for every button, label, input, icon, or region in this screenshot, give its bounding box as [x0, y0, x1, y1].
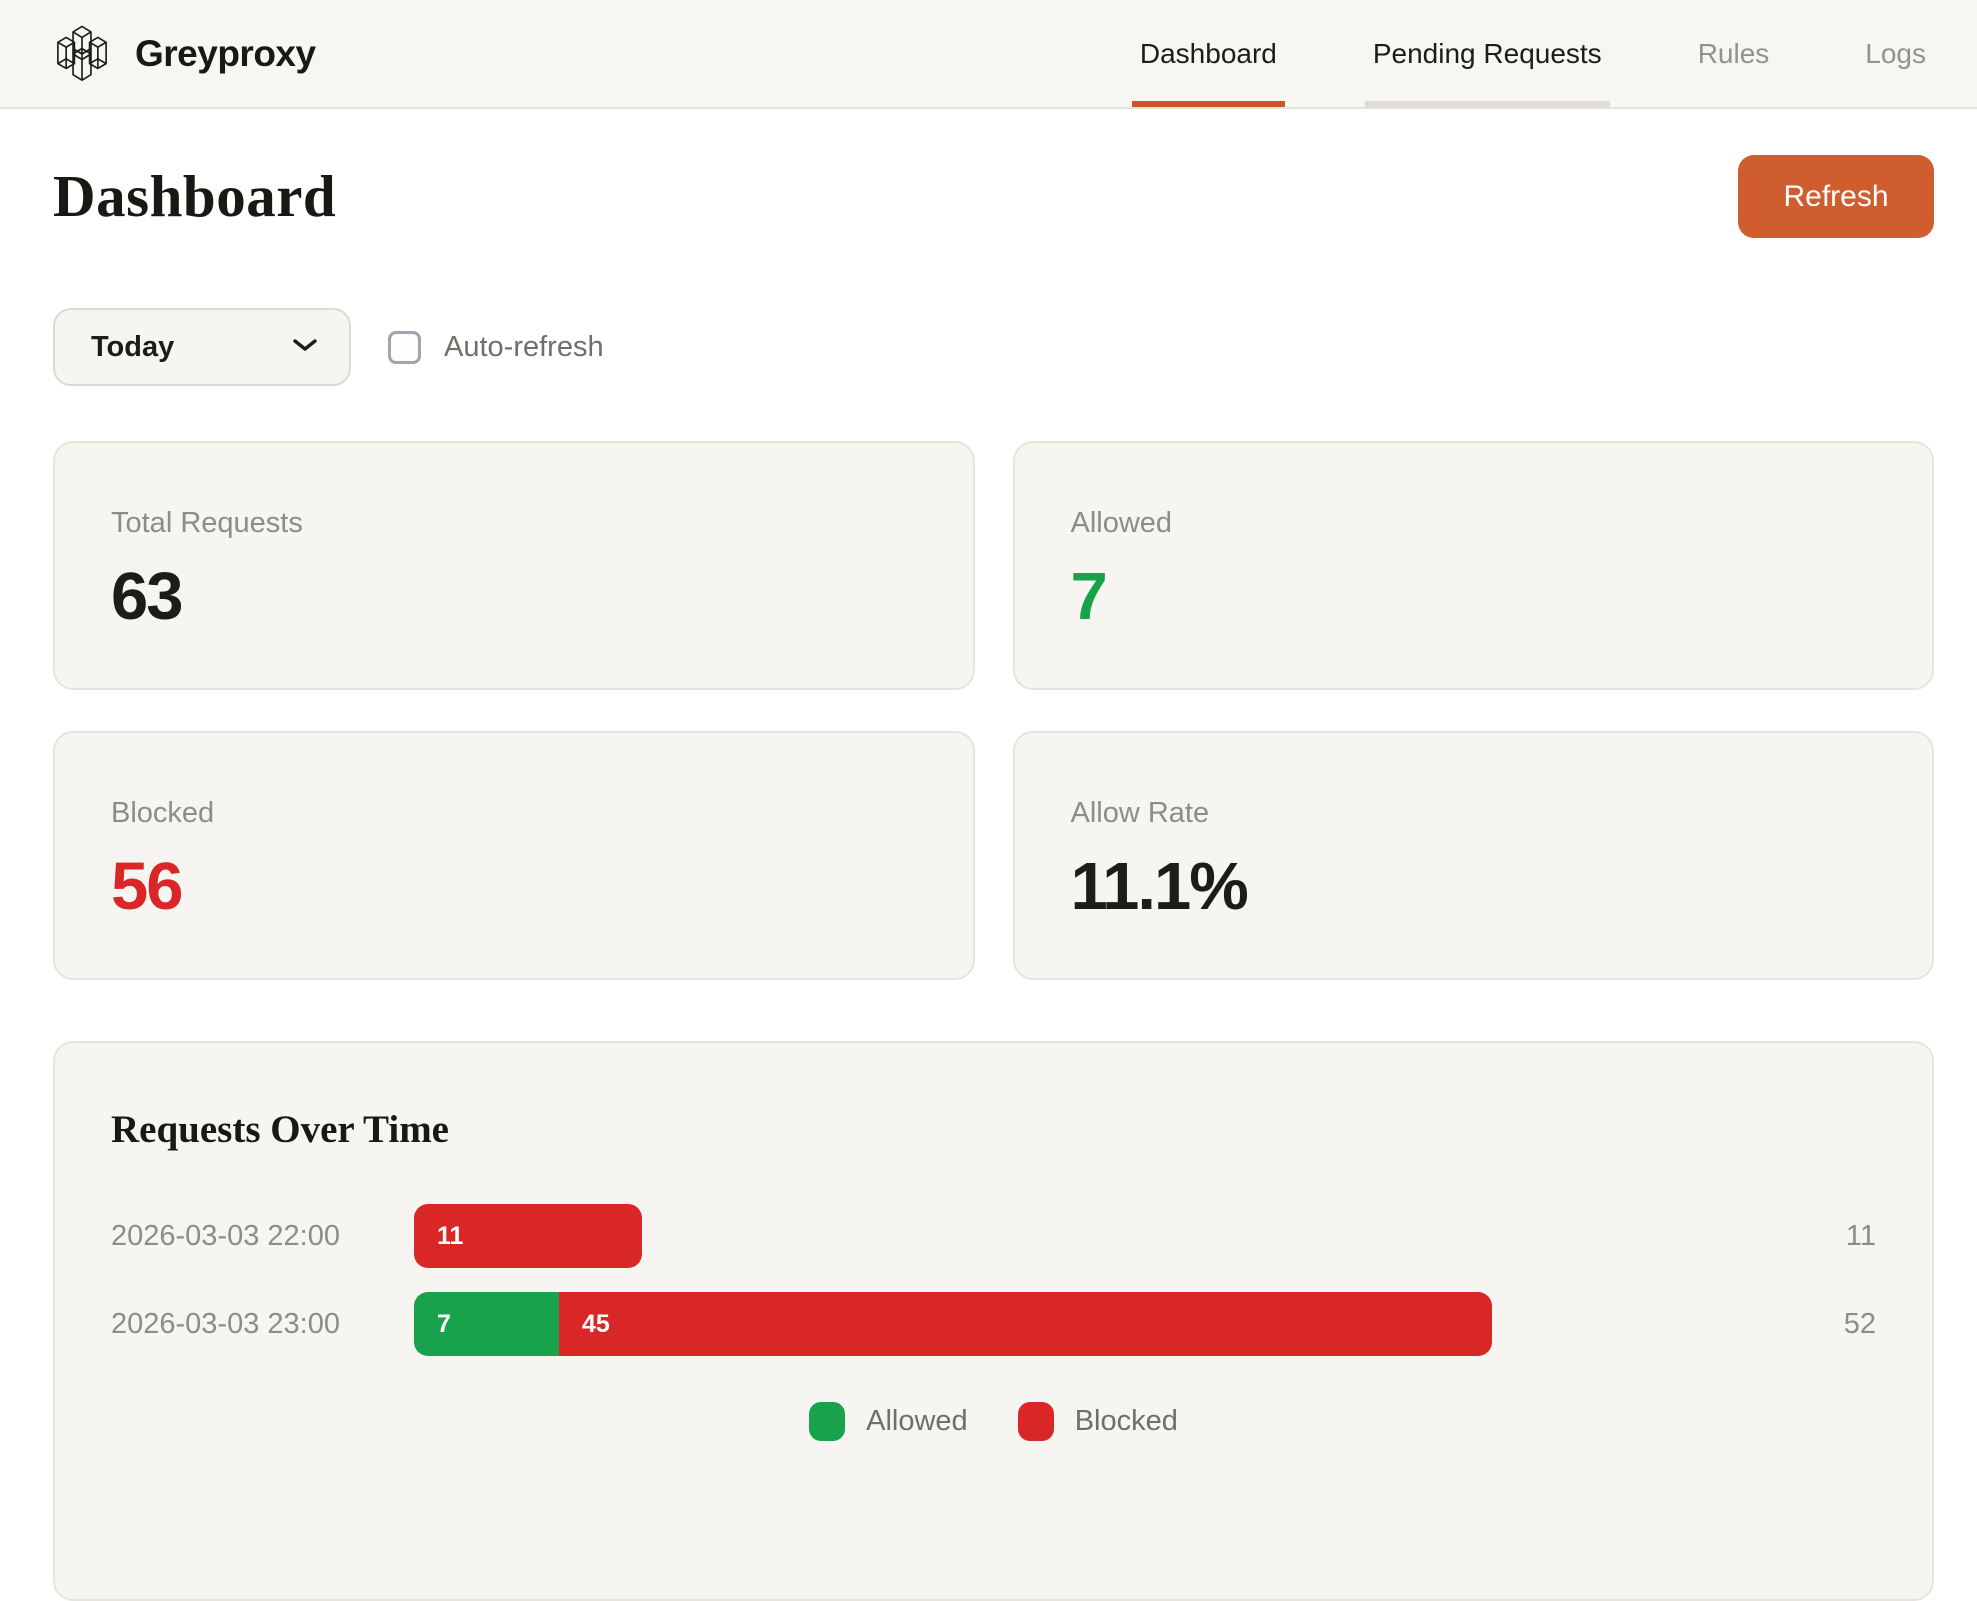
brand-logo-icon [51, 16, 113, 92]
stat-label: Blocked [111, 797, 215, 829]
time-range-selected-value: Today [91, 330, 175, 363]
legend-item-blocked: Blocked [1017, 1402, 1178, 1441]
chart-row-bars: 7 45 [414, 1292, 1814, 1356]
stat-value: 63 [111, 559, 184, 634]
stat-card-allowed: Allowed 7 [1012, 441, 1934, 690]
stat-card-blocked: Blocked 56 [53, 731, 975, 980]
stacked-bar-chart: 2026-03-03 22:00 11 11 2026-03-03 23:00 7 45 5… [111, 1204, 1876, 1356]
bar-segment-blocked: 45 [559, 1292, 1492, 1356]
stat-label: Total Requests [111, 507, 303, 539]
auto-refresh-checkbox[interactable] [388, 330, 421, 364]
stat-label: Allowed [1070, 507, 1173, 539]
stat-value: 11.1% [1070, 849, 1249, 924]
bar-segment-blocked: 11 [414, 1204, 642, 1268]
chart-row-bars: 11 [414, 1204, 1814, 1268]
chart-legend: Allowed Blocked [111, 1402, 1876, 1441]
time-range-select[interactable]: Today [53, 308, 351, 386]
chart-row: 2026-03-03 22:00 11 11 [111, 1204, 1876, 1268]
legend-label: Allowed [866, 1405, 968, 1437]
refresh-button[interactable]: Refresh [1738, 155, 1934, 238]
chart-row-total: 52 [1843, 1307, 1876, 1340]
stat-value: 7 [1070, 559, 1108, 634]
legend-item-allowed: Allowed [809, 1402, 968, 1441]
legend-swatch-allowed [809, 1402, 846, 1441]
legend-label: Blocked [1074, 1405, 1178, 1437]
nav-item-pending-requests[interactable]: Pending Requests [1364, 0, 1610, 107]
nav-item-dashboard[interactable]: Dashboard [1131, 0, 1285, 107]
dashboard-page: Dashboard Refresh Today Auto-refresh Tot… [0, 155, 1977, 1601]
brand: Greyproxy [51, 16, 316, 92]
nav-item-rules[interactable]: Rules [1697, 37, 1770, 69]
chart-row-label: 2026-03-03 23:00 [111, 1307, 340, 1340]
legend-swatch-blocked [1017, 1402, 1054, 1441]
brand-name: Greyproxy [135, 32, 316, 74]
chart-row: 2026-03-03 23:00 7 45 52 [111, 1292, 1876, 1356]
page-title: Dashboard [53, 163, 337, 229]
auto-refresh-control: Auto-refresh [388, 330, 604, 364]
stat-card-allow-rate: Allow Rate 11.1% [1012, 731, 1934, 980]
chart-title: Requests Over Time [111, 1108, 449, 1151]
chart-row-total: 11 [1845, 1219, 1876, 1252]
auto-refresh-label: Auto-refresh [444, 330, 604, 363]
requests-over-time-card: Requests Over Time 2026-03-03 22:00 11 11 2… [53, 1041, 1934, 1601]
chart-row-label: 2026-03-03 22:00 [111, 1219, 340, 1252]
stat-cards: Total Requests 63 Allowed 7 Blocked 56 A… [53, 441, 1934, 980]
nav-item-logs[interactable]: Logs [1865, 37, 1926, 69]
main-nav: Dashboard Pending Requests Rules Logs [1131, 0, 1934, 107]
app-header: Greyproxy Dashboard Pending Requests Rul… [0, 0, 1977, 109]
stat-value: 56 [111, 849, 184, 924]
bar-segment-allowed: 7 [414, 1292, 559, 1356]
chevron-down-icon [291, 336, 319, 359]
stat-label: Allow Rate [1070, 797, 1210, 829]
stat-card-total-requests: Total Requests 63 [53, 441, 975, 690]
